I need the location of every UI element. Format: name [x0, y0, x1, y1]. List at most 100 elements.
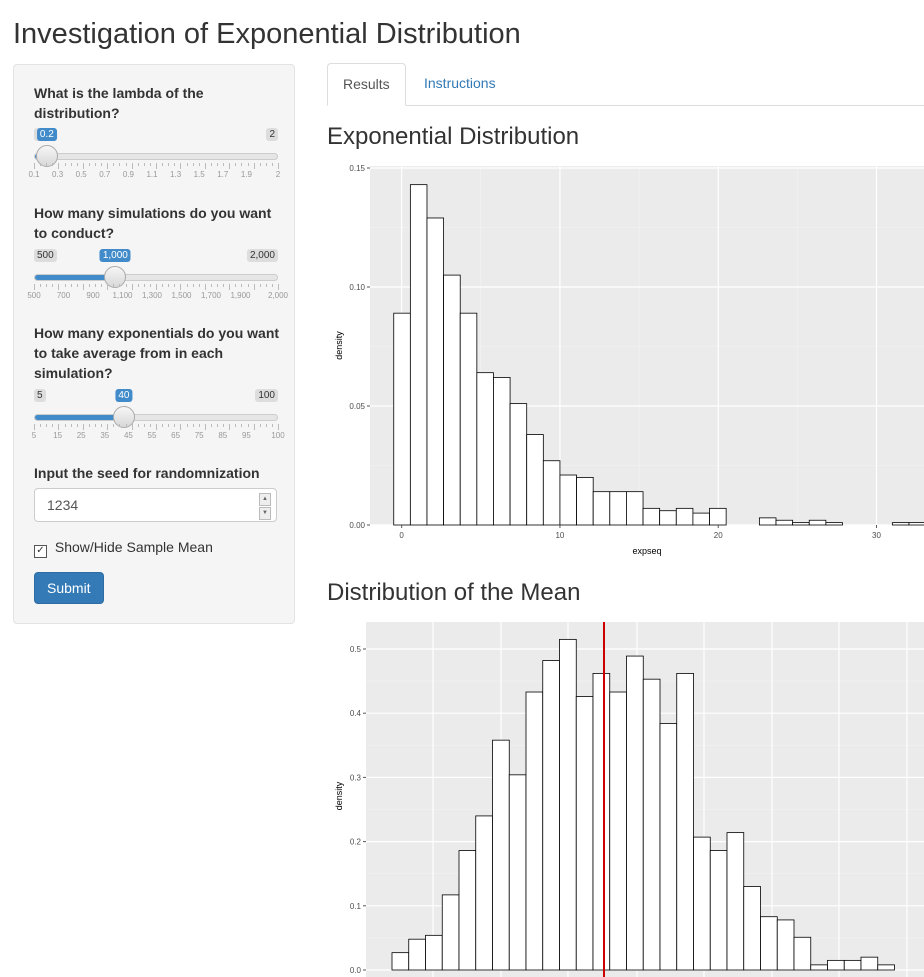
histogram-bar — [409, 184, 428, 526]
histogram-bar — [827, 959, 845, 971]
x-tick-label: 20 — [714, 531, 723, 540]
slider-handle[interactable] — [104, 266, 127, 288]
slider-tick — [113, 424, 115, 427]
slider-tick — [259, 424, 261, 427]
slider-tick-label: 1,500 — [171, 291, 192, 300]
slider-tick-label: 35 — [100, 431, 110, 440]
histogram-bar — [592, 491, 611, 526]
slider-tick-label: 85 — [218, 431, 228, 440]
slider-tick — [204, 163, 206, 169]
slider-tick — [241, 163, 243, 166]
histogram-bar — [659, 510, 677, 526]
histogram-bar — [408, 938, 426, 971]
slider-tick — [119, 284, 121, 287]
lambda-slider[interactable]: 0.1 2 0.2 0.1 0.3 0.5 0.7 0.9 1.1 1.3 1.5 1.7 1.9 2 — [28, 128, 280, 179]
slider-tick-label: 25 — [76, 431, 86, 440]
slider-tick — [46, 163, 48, 166]
histogram-bar — [676, 672, 694, 971]
slider-tick — [271, 424, 273, 427]
seed-stepper[interactable]: ▲ ▼ — [259, 493, 271, 520]
x-tick-label: 0 — [399, 531, 404, 540]
histogram-bar — [693, 836, 711, 971]
slider-tick — [223, 284, 225, 287]
histogram-bar — [891, 522, 910, 526]
tab-results[interactable]: Results — [327, 63, 406, 106]
histogram-bar — [626, 491, 644, 526]
slider-tick — [198, 163, 200, 166]
histogram-bar — [908, 522, 924, 526]
slider-tick — [82, 424, 84, 430]
slider-tick — [186, 424, 188, 427]
histogram-bar — [443, 274, 461, 526]
slider-tick-label: 2,000 — [267, 291, 289, 300]
slider-tick — [131, 424, 133, 430]
histogram-bar — [743, 886, 761, 971]
slider-tick-label: 95 — [241, 431, 251, 440]
slider-tick — [186, 284, 188, 287]
exponentials-slider[interactable]: 5 100 40 5 15 25 35 45 55 65 75 85 95 100 — [32, 389, 285, 440]
show-mean-toggle[interactable]: ✓ Show/Hide Sample Mean — [34, 539, 213, 558]
slider-tick — [235, 284, 237, 287]
slider-value-label: 1,000 — [99, 249, 131, 262]
slider-tick — [247, 424, 249, 427]
slider-tick — [137, 424, 139, 427]
slider-tick — [64, 284, 66, 287]
y-tick-label: 0.1 — [350, 902, 362, 911]
histogram-bar — [642, 678, 661, 971]
slider-tick — [223, 163, 225, 166]
slider-tick — [95, 284, 96, 287]
slider-max-label: 2,000 — [246, 249, 278, 262]
histogram-bar — [808, 519, 827, 526]
slider-tick — [88, 163, 90, 166]
slider-tick — [58, 424, 60, 430]
slider-tick-label: 100 — [271, 431, 285, 440]
histogram-bar — [576, 476, 594, 526]
slider-tick-label: 700 — [56, 291, 71, 300]
slider-handle[interactable] — [112, 406, 135, 428]
slider-handle[interactable] — [35, 145, 58, 167]
histogram-bar — [542, 660, 560, 971]
histogram-bar — [458, 850, 477, 971]
slider-tick — [253, 284, 255, 290]
slider-tick — [107, 163, 109, 169]
slider-tick — [40, 424, 42, 427]
slider-tick-label: 1,900 — [230, 291, 251, 300]
slider-tick — [40, 163, 42, 166]
histogram-bar — [793, 936, 812, 971]
stepper-up-icon[interactable]: ▲ — [259, 493, 271, 506]
slider-tick-label: 15 — [53, 431, 63, 440]
histogram-bar — [559, 638, 577, 971]
slider-tick — [247, 284, 249, 287]
exp-dist-title: Exponential Distribution — [327, 123, 580, 150]
histogram-bar — [760, 916, 778, 971]
slider-tick-label: 1.3 — [170, 170, 182, 179]
slider-tick-label: 0.1 — [28, 170, 40, 179]
slider-fill — [35, 415, 125, 420]
slider-tick — [137, 284, 139, 287]
slider-track — [34, 153, 278, 160]
slider-tick-labels: 500 700 900 1,100 1,300 1,500 1,700 1,900 2,000 — [27, 291, 288, 301]
slider-tick-label: 1.5 — [193, 170, 205, 179]
tab-bar: Results Instructions — [327, 63, 924, 106]
tab-instructions[interactable]: Instructions — [424, 75, 496, 91]
slider-value-label: 0.2 — [36, 128, 57, 141]
exponentials-label: How many exponentials do you want to tak… — [34, 325, 280, 381]
slider-tick — [143, 163, 145, 166]
slider-tick-label: 1,700 — [200, 291, 222, 300]
simulations-slider[interactable]: 500 2,000 1,000 500 700 900 1,100 1,300 1,500 1,7… — [27, 249, 288, 300]
slider-tick — [131, 284, 133, 290]
slider-tick — [217, 163, 218, 166]
histogram-bar — [726, 832, 745, 971]
slider-tick — [113, 284, 115, 287]
histogram-bar — [609, 691, 627, 971]
slider-tick-label: 2 — [275, 170, 281, 179]
show-mean-checkbox[interactable]: ✓ — [34, 545, 47, 558]
seed-label: Input the seed for randomnization — [34, 465, 260, 481]
slider-tick — [64, 424, 66, 427]
slider-min-label: 5 — [34, 389, 46, 402]
submit-button[interactable]: Submit — [34, 572, 104, 604]
slider-tick — [265, 284, 267, 287]
seed-input[interactable]: 1234 ▲ ▼ — [34, 488, 277, 522]
stepper-down-icon[interactable]: ▼ — [259, 507, 271, 520]
x-tick-label: 10 — [555, 531, 564, 540]
